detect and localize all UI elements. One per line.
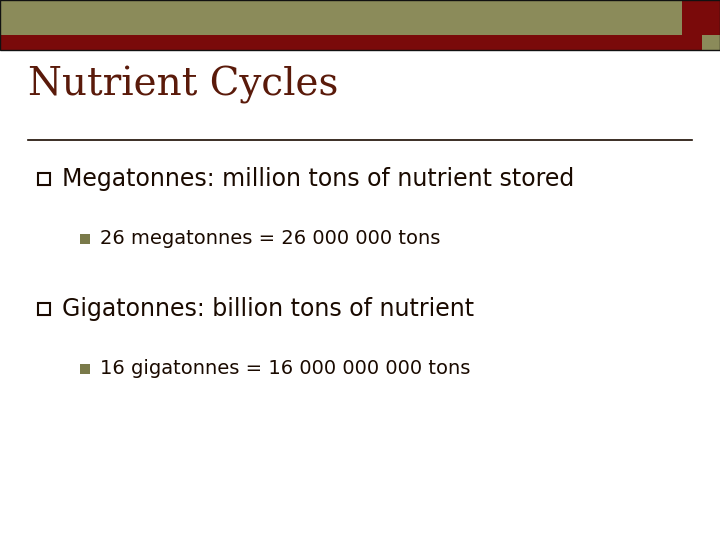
Text: Nutrient Cycles: Nutrient Cycles [28,66,338,104]
Bar [0,35,720,50]
Bar [80,234,90,244]
Text: 26 megatonnes = 26 000 000 tons: 26 megatonnes = 26 000 000 tons [100,230,441,248]
Bar [0,0,720,50]
Bar [682,0,720,35]
Bar [80,364,90,374]
Bar [38,173,50,185]
Text: Gigatonnes: billion tons of nutrient: Gigatonnes: billion tons of nutrient [62,297,474,321]
Bar [38,303,50,315]
Text: Megatonnes: million tons of nutrient stored: Megatonnes: million tons of nutrient sto… [62,167,575,191]
Text: 16 gigatonnes = 16 000 000 000 tons: 16 gigatonnes = 16 000 000 000 tons [100,360,470,379]
Bar [702,35,720,50]
Bar [0,0,720,35]
